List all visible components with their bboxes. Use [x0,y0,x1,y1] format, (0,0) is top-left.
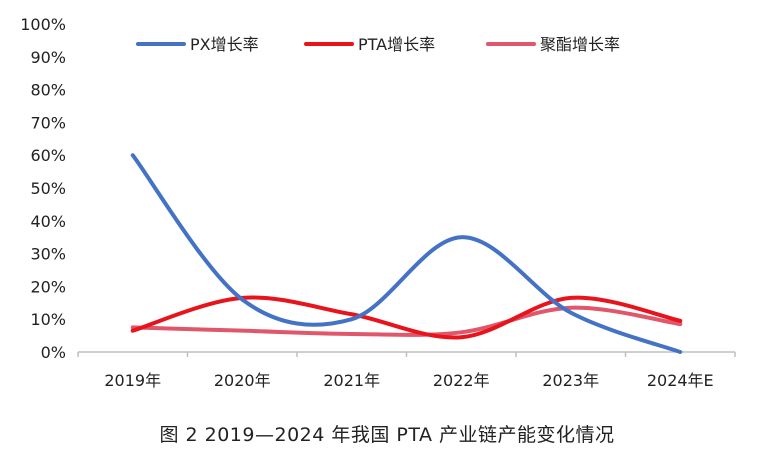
y-tick-label: 70% [30,113,66,132]
y-tick-label: 100% [20,15,66,34]
legend-item-pta: PTA增长率 [304,35,435,54]
x-axis: 2019年 2020年 2021年 2022年 2023年 2024年E [77,351,736,390]
y-tick-label: 40% [30,212,66,231]
y-tick-label: 10% [30,310,66,329]
series-line-px [130,153,683,354]
x-tick-label: 2022年 [433,371,490,390]
figure-caption: 图 2 2019—2024 年我国 PTA 产业链产能变化情况 [159,424,614,446]
series-layer [130,153,683,354]
x-tick-label: 2019年 [104,371,161,390]
y-tick-label: 30% [30,245,66,264]
y-tick-label: 0% [41,343,66,362]
series-line-polyester [130,305,683,337]
legend: PX增长率 PTA增长率 聚酯增长率 [136,35,620,54]
y-tick-label: 20% [30,277,66,296]
legend-label: 聚酯增长率 [540,35,620,54]
x-tick-label: 2024年E [647,371,714,390]
y-tick-label: 90% [30,48,66,67]
legend-item-polyester: 聚酯增长率 [486,35,620,54]
y-tick-label: 80% [30,81,66,100]
legend-label: PTA增长率 [358,35,435,54]
legend-item-px: PX增长率 [136,35,259,54]
y-axis: 0% 10% 20% 30% 40% 50% 60% 70% 80% 90% 100% [20,15,66,362]
legend-label: PX增长率 [190,35,259,54]
x-tick-label: 2020年 [214,371,271,390]
y-tick-label: 50% [30,179,66,198]
x-tick-label: 2021年 [323,371,380,390]
y-tick-label: 60% [30,146,66,165]
x-tick-label: 2023年 [542,371,599,390]
series-line-pta [130,295,683,340]
